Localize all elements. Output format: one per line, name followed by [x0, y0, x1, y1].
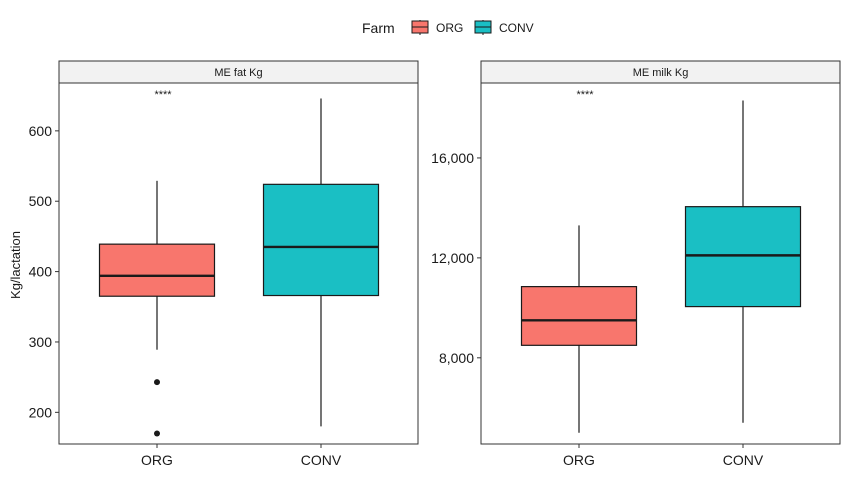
- y-axis-title: Kg/lactation: [8, 231, 23, 299]
- panel-2: ME milk Kg 8,000 12,000 16,000 ORG CONV ****: [431, 60, 841, 468]
- legend-label-org: ORG: [436, 21, 463, 35]
- y-tick-label: 200: [29, 404, 53, 420]
- facet-title: ME milk Kg: [633, 67, 689, 79]
- legend: Farm ORG CONV: [362, 20, 534, 36]
- legend-item-conv: CONV: [474, 20, 534, 35]
- y-tick-label: 500: [29, 193, 53, 209]
- outlier-point: [154, 379, 160, 386]
- box-iqr: [684, 206, 802, 308]
- legend-title: Farm: [362, 20, 395, 36]
- box-conv: [262, 98, 380, 427]
- box-iqr: [520, 286, 638, 346]
- y-tick-label: 400: [29, 264, 53, 280]
- y-tick-label: 16,000: [431, 150, 474, 166]
- legend-item-org: ORG: [411, 20, 463, 35]
- x-tick-label: CONV: [301, 452, 342, 468]
- panel-border: [480, 82, 841, 445]
- x-tick-label: ORG: [141, 452, 173, 468]
- box-iqr: [262, 183, 380, 297]
- box-conv: [684, 100, 802, 423]
- facet-title: ME fat Kg: [214, 67, 262, 79]
- y-tick-label: 600: [29, 123, 53, 139]
- significance-label: ****: [576, 89, 594, 101]
- box-org: [98, 180, 216, 437]
- box-org: [520, 225, 638, 433]
- significance-label: ****: [154, 89, 172, 101]
- x-tick-label: ORG: [563, 452, 595, 468]
- y-tick-label: 12,000: [431, 250, 474, 266]
- panel-1: ME fat Kg 200 300 400 500 600 ORG CONV ****: [29, 60, 419, 468]
- x-tick-label: CONV: [723, 452, 764, 468]
- outlier-point: [154, 430, 160, 437]
- panel-border: [58, 82, 419, 445]
- legend-label-conv: CONV: [499, 21, 534, 35]
- y-tick-label: 8,000: [439, 350, 474, 366]
- y-tick-label: 300: [29, 334, 53, 350]
- box-iqr: [98, 243, 216, 297]
